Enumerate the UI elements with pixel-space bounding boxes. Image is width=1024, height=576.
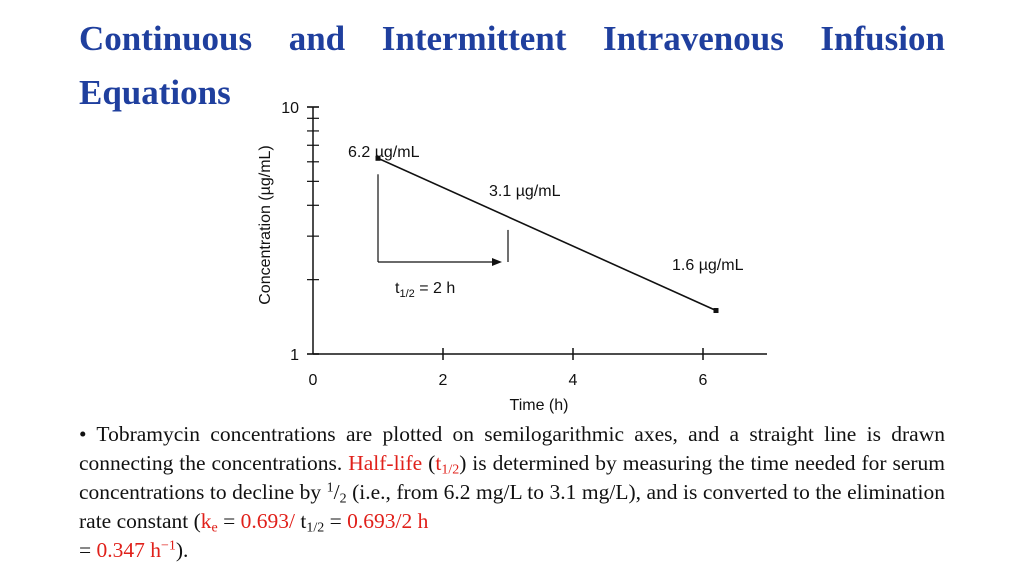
slide-title: Continuous and Intermittent Intravenous … xyxy=(79,12,945,120)
caption-paragraph: • Tobramycin concentrations are plotted … xyxy=(79,420,945,565)
x-tick-label: 0 xyxy=(309,372,318,389)
concentration-label: 3.1 µg/mL xyxy=(489,183,561,200)
arrow-head xyxy=(492,258,502,266)
x-tick-label: 2 xyxy=(439,372,448,389)
x-tick-label: 6 xyxy=(699,372,708,389)
title-word: Infusion xyxy=(820,19,945,58)
caption-text: is determined by measuring the time need… xyxy=(79,451,946,504)
symbol-subscript: 1/2 xyxy=(441,462,460,478)
title-word: Continuous xyxy=(79,19,253,58)
x-axis-label: Time (h) xyxy=(510,397,569,414)
caption-text: (i.e., from 6.2 mg/L to 3.1 mg/L), and i… xyxy=(79,480,945,533)
result-value: 0.347 h xyxy=(96,538,162,562)
result-exponent: −1 xyxy=(161,538,176,554)
half-life-term: Half-life xyxy=(348,451,423,475)
symbol-subscript: e xyxy=(211,520,218,536)
title-word: Intravenous xyxy=(602,19,784,58)
caption-text: Tobramycin concentrations are plotted on… xyxy=(79,422,945,475)
symbol-main: t xyxy=(435,451,442,475)
formula-result: 0.347 h−1 xyxy=(97,538,176,562)
y-axis-label: Concentration (µg/mL) xyxy=(257,145,274,305)
caption-text: ( xyxy=(422,451,436,475)
fraction-slash: / xyxy=(333,480,340,504)
caption-text: ) xyxy=(459,451,467,475)
symbol-main: k xyxy=(200,509,212,533)
symbol-main: t xyxy=(294,509,307,533)
concentration-label: 1.6 µg/mL xyxy=(672,257,744,274)
ke-symbol: ke xyxy=(200,509,218,536)
fraction-numerator: 1 xyxy=(326,480,334,496)
bullet: • xyxy=(79,422,87,446)
half-life-symbol-2: t1/2 xyxy=(294,509,325,536)
caption-text: = xyxy=(324,509,348,533)
formula-value: 0.693/2 h xyxy=(347,509,429,533)
caption-text: = xyxy=(79,538,97,562)
data-line xyxy=(377,157,717,312)
y-tick-label: 1 xyxy=(290,347,299,364)
title-word: Intermittent xyxy=(381,19,567,58)
half-life-symbol: t1/2 xyxy=(435,451,460,478)
y-tick-label: 10 xyxy=(281,100,299,117)
data-point xyxy=(713,308,719,314)
caption-text: ). xyxy=(175,538,189,562)
title-word: and xyxy=(288,19,346,58)
x-tick-label: 4 xyxy=(569,372,578,389)
fraction-denominator: 2 xyxy=(339,491,347,507)
formula-value: 0.693/ xyxy=(240,509,295,533)
half-life-label: t1/2 = 2 h xyxy=(395,280,455,300)
data-point xyxy=(375,155,381,161)
caption-text: = xyxy=(217,509,241,533)
concentration-label: 6.2 µg/mL xyxy=(348,144,420,161)
title-line-1: Continuous and Intermittent Intravenous … xyxy=(79,12,945,66)
symbol-subscript: 1/2 xyxy=(306,520,325,536)
title-line-2: Equations xyxy=(79,73,231,112)
